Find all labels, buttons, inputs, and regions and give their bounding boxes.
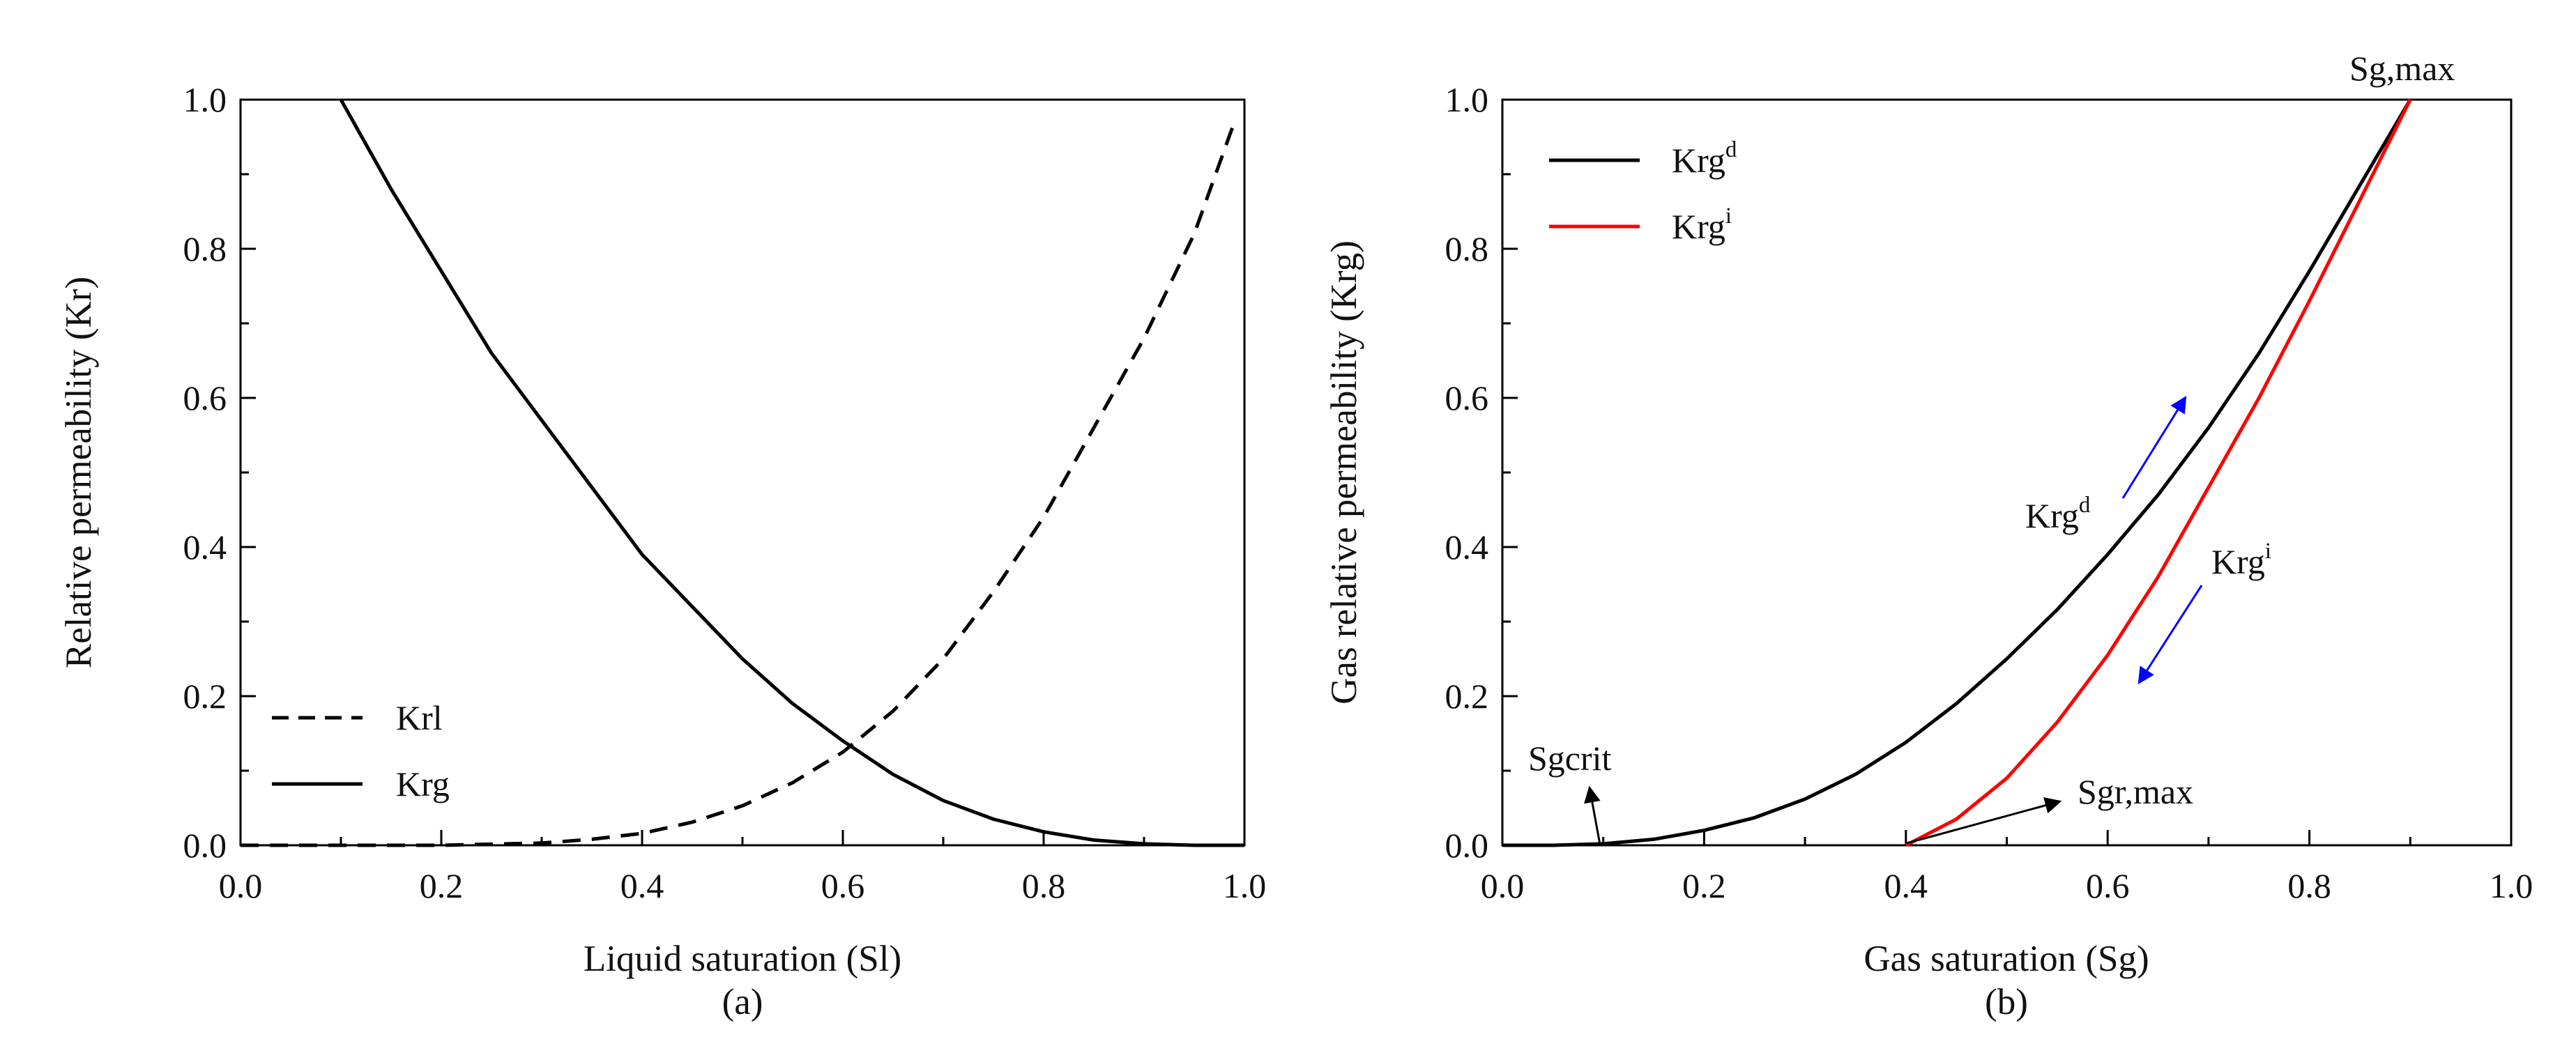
y-tick-label: 0.0 [183, 826, 227, 865]
y-tick-label: 0.0 [1445, 826, 1489, 865]
series-line-krg [339, 98, 1244, 847]
plot-frame-b [1501, 98, 2513, 847]
plot-frame-a [239, 98, 1246, 847]
y-tick-label: 0.2 [1445, 677, 1489, 716]
annotation-sg-max: Sg,max [2349, 49, 2455, 88]
ticks-a [239, 98, 1246, 847]
legend-label-krg-i-sup: i [1725, 203, 1732, 229]
y-tick-label: 0.8 [1445, 229, 1489, 268]
series-line-krg-d [1502, 98, 2412, 847]
legend-label-krg-i-base: Krg [1672, 207, 1725, 246]
y-tick-label: 0.6 [1445, 378, 1489, 417]
arrow-krg-i-down [2137, 585, 2203, 685]
x-tick-label: 0.2 [420, 866, 464, 905]
annotations-b: Sg,max Sgcrit Sgr,max Krgd Krgi [1528, 49, 2455, 845]
panel-b: 0.0 0.2 0.4 0.6 0.8 1.0 0.0 0.2 0.4 0.6 0.8 1.0 Ga… [1324, 49, 2533, 1022]
series-line-krg-i [1905, 98, 2412, 847]
y-tick-label: 0.6 [183, 378, 227, 417]
x-axis-title-a: Liquid saturation (Sl) [584, 939, 901, 979]
x-tick-label: 0.4 [1884, 866, 1928, 905]
legend-a: Krl Krg [272, 698, 450, 803]
y-tick-label: 1.0 [1445, 80, 1489, 119]
x-tick-labels-b: 0.0 0.2 0.4 0.6 0.8 1.0 [1481, 866, 2533, 905]
annotation-krg-i: Krgi [2211, 539, 2271, 581]
x-tick-label: 0.8 [1022, 866, 1066, 905]
annotation-sgcrit: Sgcrit [1528, 739, 1612, 778]
x-tick-label: 1.0 [1223, 866, 1267, 905]
y-tick-label: 0.8 [183, 229, 227, 268]
annotation-krg-d: Krgd [2025, 493, 2091, 535]
series-line-krl [241, 121, 1236, 847]
legend-label-krg-d-sup: d [1725, 137, 1737, 162]
arrow-sgr-max [1906, 797, 2062, 845]
y-axis-title-b: Gas relative permeability (Krg) [1324, 240, 1364, 705]
panel-a: 0.0 0.2 0.4 0.6 0.8 1.0 0.0 0.2 0.4 0.6 0.8 1.0 Li… [59, 80, 1266, 1022]
y-tick-label: 0.4 [1445, 528, 1489, 567]
series-a [241, 98, 1244, 847]
y-tick-labels-a: 0.0 0.2 0.4 0.6 0.8 1.0 [183, 80, 227, 865]
legend-label-krl: Krl [396, 698, 443, 737]
x-tick-label: 0.6 [2086, 866, 2130, 905]
panel-label-b: (b) [1985, 982, 2028, 1022]
panel-label-a: (a) [722, 982, 763, 1022]
ticks-b [1501, 98, 2513, 847]
y-tick-label: 0.2 [183, 677, 227, 716]
legend-label-krg-i: Krgi [1672, 203, 1732, 246]
y-tick-labels-b: 0.0 0.2 0.4 0.6 0.8 1.0 [1445, 80, 1489, 865]
arrow-krg-d-up [2121, 395, 2187, 499]
legend-label-krg: Krg [396, 764, 450, 803]
x-tick-labels-a: 0.0 0.2 0.4 0.6 0.8 1.0 [219, 866, 1267, 905]
annotation-krg-d-base: Krg [2025, 496, 2079, 535]
x-tick-label: 0.4 [620, 866, 664, 905]
x-tick-label: 0.0 [1481, 866, 1525, 905]
legend-b: Krgd Krgi [1549, 137, 1737, 246]
annotation-sgr-max: Sgr,max [2078, 772, 2193, 811]
annotation-krg-i-base: Krg [2211, 542, 2265, 581]
arrow-sgcrit [1584, 785, 1601, 845]
x-tick-label: 0.0 [219, 866, 263, 905]
annotation-krg-i-sup: i [2265, 539, 2271, 564]
legend-label-krg-d-base: Krg [1672, 141, 1725, 180]
series-b [1502, 98, 2412, 847]
x-tick-label: 0.8 [2287, 866, 2331, 905]
annotation-krg-d-sup: d [2079, 493, 2091, 518]
legend-label-krg-d: Krgd [1672, 137, 1737, 180]
x-tick-label: 0.6 [821, 866, 865, 905]
y-axis-title-a: Relative permeability (Kr) [59, 277, 99, 668]
x-tick-label: 0.2 [1682, 866, 1726, 905]
y-tick-label: 1.0 [183, 80, 227, 119]
x-axis-title-b: Gas saturation (Sg) [1864, 939, 2149, 979]
x-tick-label: 1.0 [2490, 866, 2533, 905]
y-tick-label: 0.4 [183, 528, 227, 567]
